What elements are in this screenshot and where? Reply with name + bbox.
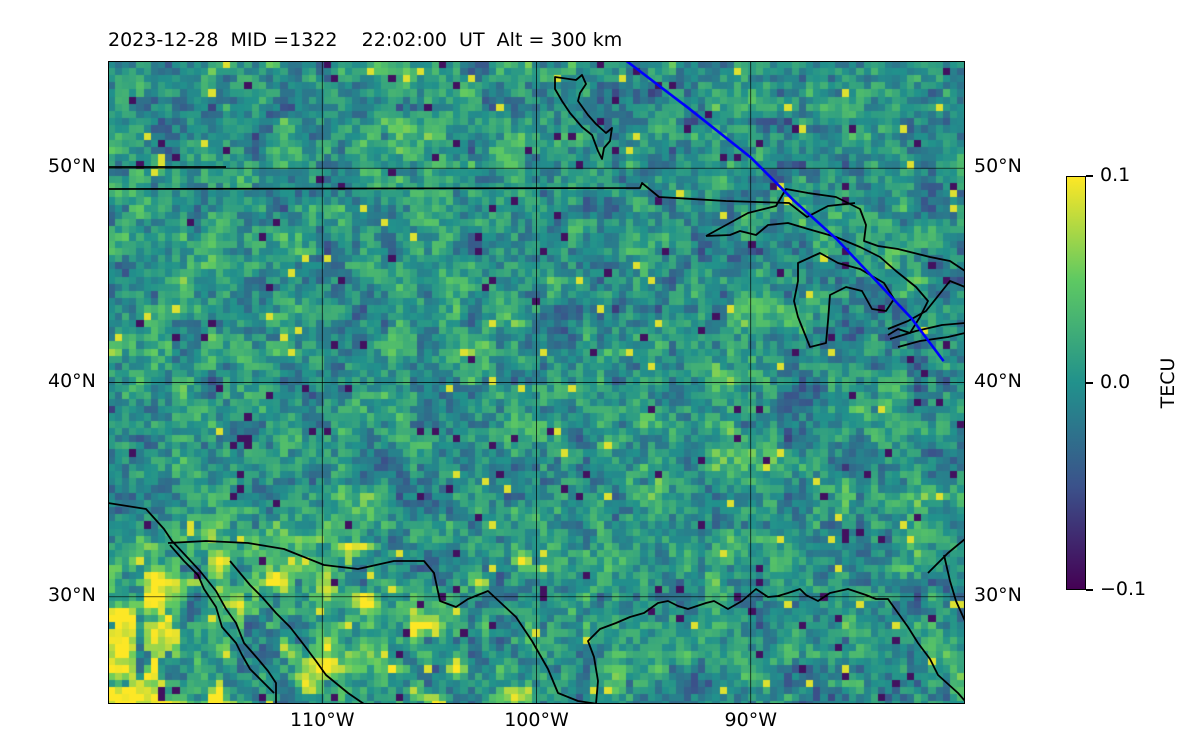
title-mid: MID =1322 bbox=[230, 29, 338, 51]
latitude-label-right: 40°N bbox=[974, 369, 1022, 392]
coastline-path bbox=[229, 560, 365, 704]
longitude-label: 90°W bbox=[724, 709, 777, 731]
colorbar bbox=[1066, 176, 1086, 590]
colorbar-label: TECU bbox=[1157, 357, 1179, 409]
latitude-label-right: 30°N bbox=[974, 583, 1022, 606]
longitude-label: 100°W bbox=[504, 709, 569, 731]
coastline-path bbox=[705, 188, 965, 272]
coastline-path bbox=[887, 280, 965, 330]
colorbar-tick bbox=[1086, 382, 1093, 384]
colorbar-tick-label: −0.1 bbox=[1100, 578, 1147, 600]
title-time: 22:02:00 UT bbox=[361, 29, 485, 51]
colorbar-tick-label: 0.1 bbox=[1100, 164, 1131, 186]
coastline-path bbox=[897, 332, 965, 348]
coastline-path bbox=[554, 74, 613, 160]
title-date: 2023-12-28 bbox=[108, 29, 219, 51]
coastline-path bbox=[108, 502, 277, 704]
colorbar-tick-label: 0.0 bbox=[1100, 371, 1131, 393]
latitude-label-left: 50°N bbox=[48, 155, 96, 178]
latitude-label-left: 40°N bbox=[48, 369, 96, 392]
plot-title: 2023-12-28 MID =1322 22:02:00 UT Alt = 3… bbox=[108, 29, 622, 51]
coastline-path bbox=[793, 252, 895, 348]
coastline-path bbox=[587, 588, 965, 704]
coastline-path bbox=[889, 322, 965, 340]
coastline-path bbox=[169, 544, 275, 694]
tec-map bbox=[108, 61, 965, 704]
coastlines bbox=[108, 74, 965, 704]
coastline-path bbox=[705, 222, 929, 336]
colorbar-tick bbox=[1086, 589, 1093, 591]
coastline-path bbox=[108, 182, 856, 218]
satellite-track bbox=[625, 61, 945, 362]
graticule bbox=[108, 61, 965, 704]
title-alt: Alt = 300 km bbox=[496, 29, 623, 51]
latitude-label-right: 50°N bbox=[974, 155, 1022, 178]
coastline-path bbox=[167, 540, 599, 704]
latitude-label-left: 30°N bbox=[48, 583, 96, 606]
map-overlay bbox=[108, 61, 965, 704]
longitude-label: 110°W bbox=[289, 709, 355, 731]
colorbar-tick bbox=[1086, 175, 1093, 177]
coastline-path bbox=[927, 538, 965, 574]
coastline-path bbox=[943, 554, 965, 622]
